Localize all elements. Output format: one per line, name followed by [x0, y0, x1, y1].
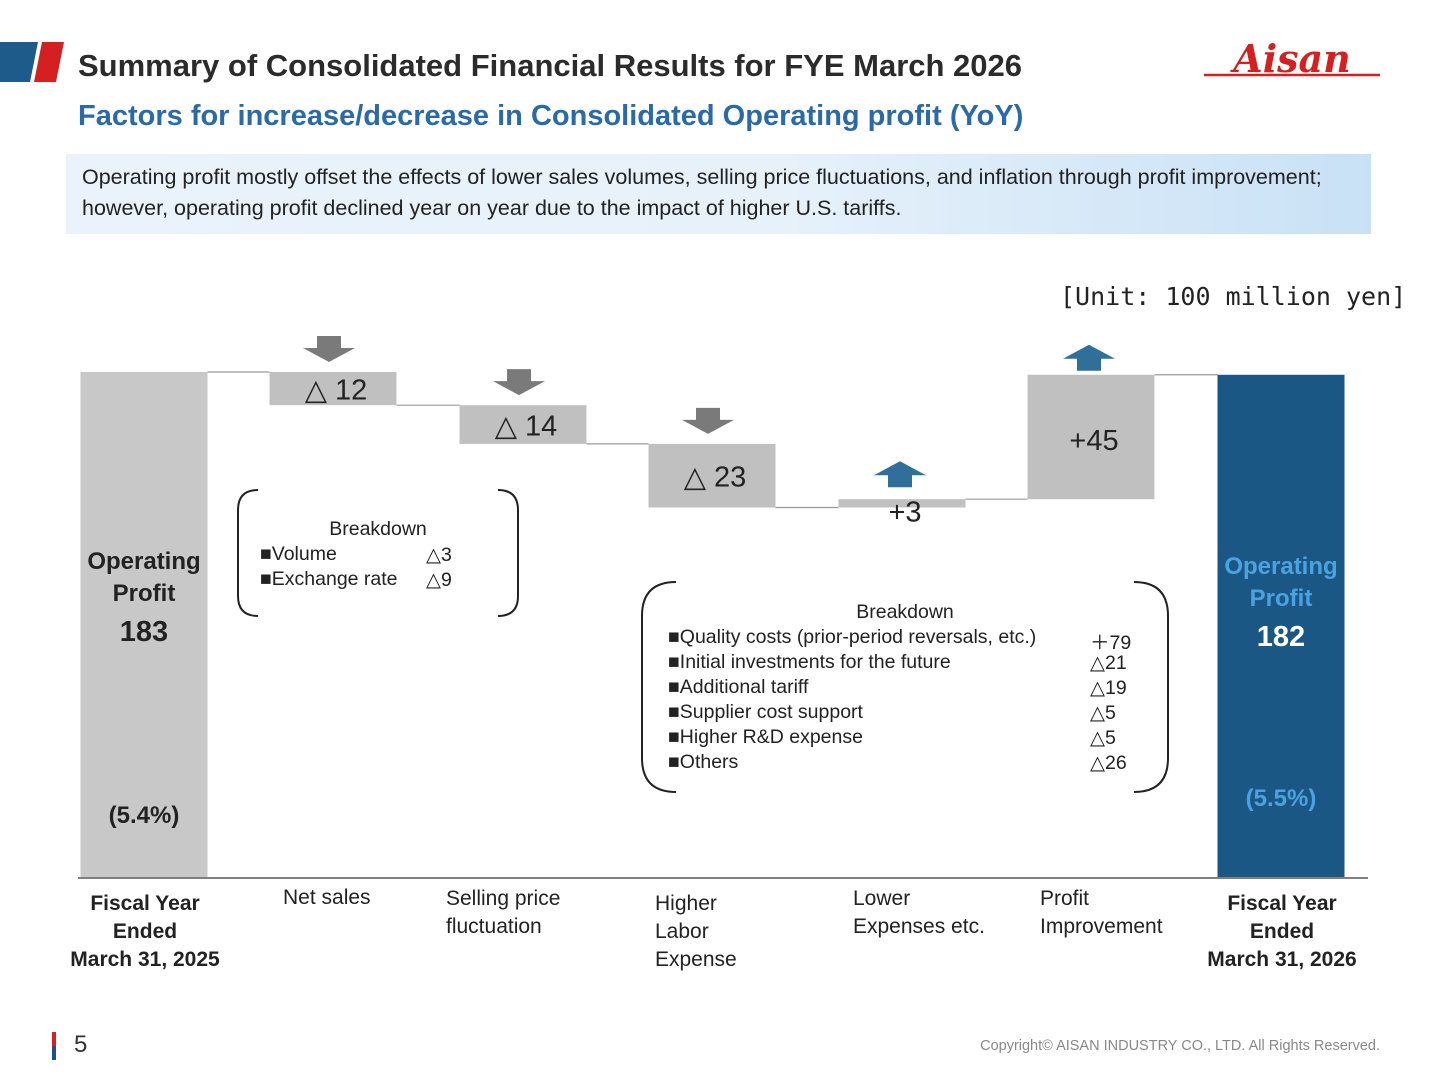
category-label-fy2026: Fiscal Year Ended March 31, 2026: [1197, 890, 1367, 974]
breakdown-profit-improvement: Breakdown ■Quality costs (prior-period r…: [640, 580, 1170, 794]
delta-value-label: △ 14: [495, 411, 558, 443]
breakdown-item-others: ■Others: [668, 751, 739, 773]
tick-label-line: Lower: [853, 887, 911, 910]
total-value-label: 182: [1257, 621, 1305, 653]
delta-bar-5: [1027, 374, 1155, 500]
unit-label: [Unit: 100 million yen]: [1060, 282, 1407, 311]
breakdown-item-higher-rd-expense: ■Higher R&D expense: [668, 726, 863, 748]
total-value-label: 183: [120, 616, 168, 648]
bar-fy2026-total: [1217, 374, 1345, 878]
down-arrow-icon: [303, 336, 355, 362]
breakdown-title: Breakdown: [329, 518, 427, 540]
breakdown-value-supplier-cost-support: △5: [1090, 702, 1116, 724]
breakdown-value-initial-investments: △21: [1090, 652, 1127, 674]
tick-label-line: Fiscal Year: [90, 892, 200, 915]
summary-box: Operating profit mostly offset the effec…: [66, 154, 1371, 234]
delta-value-label: △ 23: [684, 462, 747, 494]
tick-label-line: Improvement: [1040, 915, 1163, 938]
delta-bar-1: [269, 372, 397, 406]
delta-bar-2: [459, 405, 587, 444]
delta-value-label: △ 12: [305, 375, 368, 407]
up-arrow-icon: [874, 461, 926, 488]
page-title: Summary of Consolidated Financial Result…: [78, 48, 1023, 83]
delta-bar-4: [838, 499, 966, 508]
total-margin-label: (5.4%): [109, 802, 180, 829]
tick-label-line: Selling price: [446, 887, 561, 910]
footer-accent-bar: [52, 1032, 56, 1060]
breakdown-item-additional-tariff: ■Additional tariff: [668, 676, 809, 698]
bracket-shape: [641, 581, 1169, 793]
tick-label-line: Profit: [1040, 887, 1090, 910]
category-label-net-sales: Net sales: [283, 884, 433, 912]
tick-label-line: Expense: [655, 948, 737, 971]
header-accent-bar: [0, 42, 64, 82]
total-label-line: Profit: [113, 580, 176, 607]
down-arrow-icon: [682, 407, 734, 434]
category-label-selling-price: Selling price fluctuation: [446, 885, 616, 941]
breakdown-value-quality-costs: ＋79: [1090, 632, 1132, 654]
total-margin-label: (5.5%): [1246, 785, 1317, 812]
page-number: 5: [74, 1031, 88, 1058]
breakdown-value-higher-rd-expense: △5: [1090, 727, 1116, 749]
delta-bar-3: [648, 443, 776, 508]
tick-label-line: Ended: [1249, 920, 1315, 943]
tick-label-line: Net sales: [283, 886, 371, 909]
delta-value-label: +45: [1069, 425, 1118, 457]
breakdown-value-volume: △3: [426, 544, 452, 566]
total-label-line: Operating: [1224, 553, 1337, 580]
tick-label-line: Ended: [112, 920, 178, 943]
category-label-labor: Higher Labor Expense: [655, 890, 805, 974]
breakdown-item-initial-investments: ■Initial investments for the future: [668, 651, 951, 673]
tick-label-line: Labor: [655, 920, 709, 943]
copyright: Copyright© AISAN INDUSTRY CO., LTD. All …: [980, 1038, 1380, 1054]
aisan-logo: Aisan: [1204, 38, 1380, 81]
bracket-shape: [237, 489, 519, 617]
total-label-line: Operating: [87, 548, 200, 575]
breakdown-item-volume: ■Volume: [260, 543, 337, 565]
summary-text: Operating profit mostly offset the effec…: [82, 165, 1322, 220]
breakdown-net-sales: Breakdown ■Volume △3 ■Exchange rate △9: [236, 488, 520, 618]
page-subtitle: Factors for increase/decrease in Consoli…: [78, 100, 1024, 132]
tick-label-line: Higher: [655, 892, 717, 915]
breakdown-value-exchange-rate: △9: [426, 569, 452, 591]
up-arrow-icon: [1063, 344, 1115, 371]
breakdown-value-others: △26: [1090, 752, 1127, 774]
tick-label-line: fluctuation: [446, 915, 542, 938]
bar-fy2025-total: [80, 372, 208, 878]
category-label-profit-improvement: Profit Improvement: [1040, 885, 1200, 941]
breakdown-value-additional-tariff: △19: [1090, 677, 1127, 699]
category-label-lower-expenses: Lower Expenses etc.: [853, 885, 1023, 941]
tick-label-line: March 31, 2025: [70, 948, 220, 971]
tick-label-line: March 31, 2026: [1207, 948, 1357, 971]
tick-label-line: Expenses etc.: [853, 915, 985, 938]
bars-layer: Operating Profit 183 (5.4%) △ 12 △ 14 △ 23 +3 +4…: [80, 336, 1345, 878]
total-label-line: Profit: [1250, 585, 1313, 612]
breakdown-item-supplier-cost-support: ■Supplier cost support: [668, 701, 863, 723]
breakdown-item-quality-costs: ■Quality costs (prior-period reversals, …: [668, 626, 1037, 648]
breakdown-item-exchange-rate: ■Exchange rate: [260, 568, 398, 590]
breakdown-title: Breakdown: [856, 601, 954, 623]
category-label-fy2025: Fiscal Year Ended March 31, 2025: [60, 890, 230, 974]
delta-value-label: +3: [888, 496, 921, 528]
down-arrow-icon: [493, 369, 545, 396]
tick-label-line: Fiscal Year: [1227, 892, 1337, 915]
